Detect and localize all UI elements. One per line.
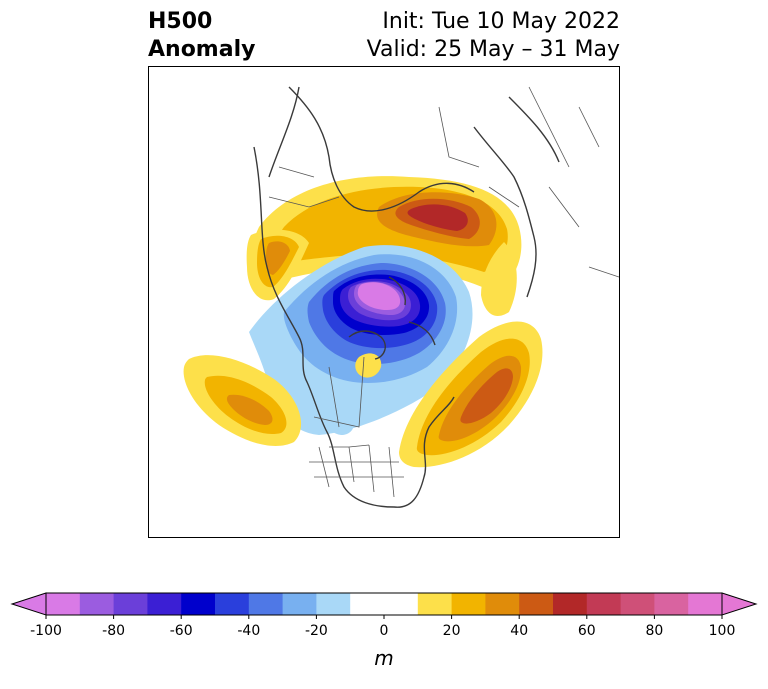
type-label: Anomaly	[148, 37, 256, 62]
colorbar-swatch	[147, 593, 182, 615]
map-title: H500 Anomaly	[148, 8, 255, 64]
colorbar-swatch	[586, 593, 622, 615]
map-canvas	[183, 86, 619, 508]
colorbar-swatch	[79, 593, 115, 615]
anomaly-pacific-positive	[183, 355, 302, 446]
colorbar-unit-label: m	[374, 646, 393, 670]
colorbar-swatch	[113, 593, 148, 615]
map-dates: Init: Tue 10 May 2022 Valid: 25 May – 31…	[367, 8, 620, 64]
colorbar-swatch	[417, 593, 453, 615]
colorbar-swatch	[384, 593, 419, 615]
anomaly-map	[148, 66, 620, 538]
colorbar-swatch	[181, 593, 216, 615]
political-borders	[268, 86, 619, 498]
init-date: Init: Tue 10 May 2022	[382, 9, 620, 34]
colorbar-tick-label: -20	[305, 623, 328, 639]
colorbar-swatch	[350, 593, 385, 615]
colorbar-tick-label: 0	[380, 623, 389, 639]
colorbar-tick-label: 40	[510, 623, 528, 639]
colorbar-swatch	[620, 593, 655, 615]
colorbar-tick-label: 100	[709, 623, 736, 639]
anomaly-atlantic-positive	[399, 321, 543, 468]
colorbar-extend-under	[10, 592, 47, 616]
anomaly-canada-negative	[306, 367, 355, 435]
colorbar-swatch	[248, 593, 284, 615]
colorbar-swatch	[316, 593, 351, 615]
colorbar-swatch	[282, 593, 317, 615]
colorbar-swatch	[451, 593, 486, 615]
valid-range: Valid: 25 May – 31 May	[366, 37, 620, 62]
colorbar-swatch	[553, 593, 588, 615]
colorbar-tick-label: 60	[578, 623, 596, 639]
colorbar-tick-label: -40	[237, 623, 260, 639]
colorbar-tick-label: -80	[102, 623, 125, 639]
colorbar-swatch	[688, 593, 723, 615]
coastlines	[253, 86, 560, 508]
colorbar-tick-label: 20	[443, 623, 461, 639]
colorbar-swatch	[46, 593, 81, 615]
anomaly-polar-negative	[249, 245, 473, 435]
colorbar-tick-label: 80	[645, 623, 663, 639]
colorbar-swatch	[654, 593, 689, 615]
colorbar-swatch	[485, 593, 520, 615]
colorbar: -100 -80 -60 -40 -20 0 20 40 60 80 100 m	[0, 585, 768, 685]
anomaly-hudson-positive	[355, 353, 382, 378]
colorbar-tick-label: -100	[30, 623, 62, 639]
colorbar-swatch	[215, 593, 250, 615]
colorbar-canvas: -100 -80 -60 -40 -20 0 20 40 60 80 100 m	[10, 592, 758, 670]
colorbar-extend-over	[721, 592, 758, 616]
colorbar-tick-label: -60	[170, 623, 193, 639]
anomaly-arctic-ring-east	[481, 242, 517, 316]
colorbar-swatch	[519, 593, 554, 615]
variable-label: H500	[148, 9, 213, 34]
anomaly-arctic-ring-west	[246, 229, 309, 301]
anomaly-siberia-positive	[252, 176, 522, 292]
